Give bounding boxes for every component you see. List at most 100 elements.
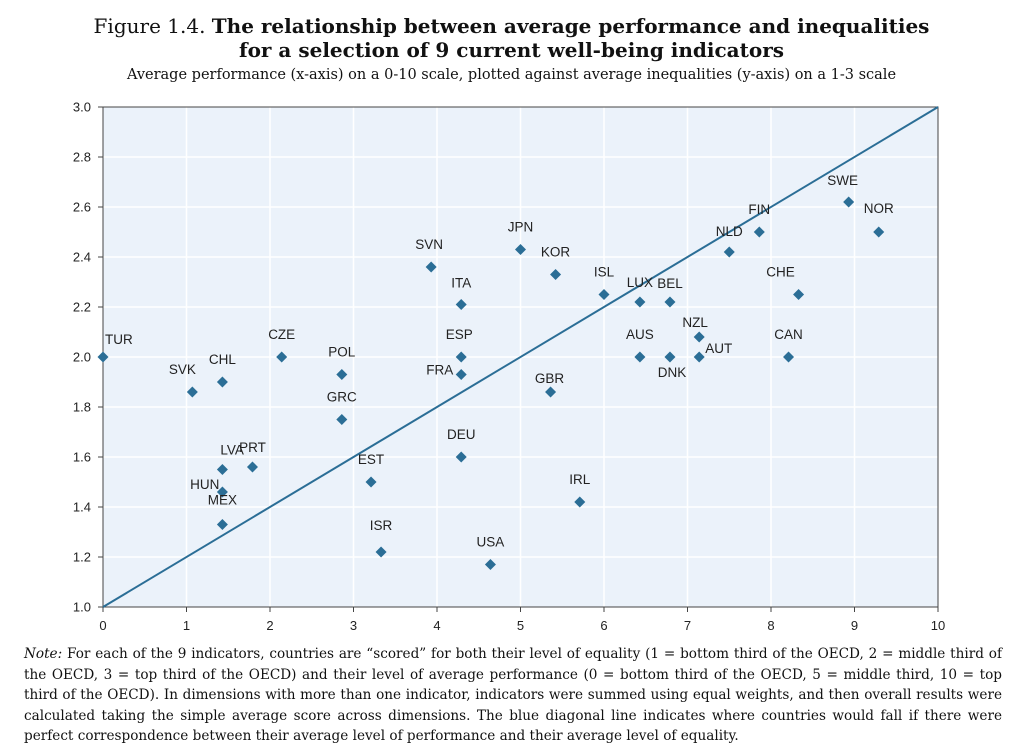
- x-tick-label: 1: [183, 618, 190, 633]
- point-label-bel: BEL: [657, 276, 683, 291]
- x-tick-label: 10: [931, 618, 945, 633]
- x-tick-label: 4: [433, 618, 440, 633]
- y-tick-label: 1.2: [73, 550, 91, 565]
- data-point-usa: [484, 559, 496, 570]
- point-label-lva: LVA: [220, 443, 244, 458]
- point-label-tur: TUR: [105, 332, 133, 347]
- x-tick-label: 7: [684, 618, 691, 633]
- chart-subtitle: Average performance (x-axis) on a 0-10 s…: [126, 67, 897, 83]
- point-label-chl: CHL: [209, 352, 236, 367]
- point-label-isr: ISR: [370, 518, 393, 533]
- y-tick-label: 2.2: [73, 300, 91, 315]
- data-point-fin: [753, 226, 765, 238]
- data-point-aus: [634, 351, 646, 363]
- x-tick-label: 2: [266, 618, 273, 633]
- point-label-nor: NOR: [864, 201, 894, 216]
- point-label-lux: LUX: [627, 275, 653, 290]
- data-point-nor: [873, 226, 885, 238]
- data-point-hun: [216, 486, 228, 498]
- data-point-nzl: [693, 331, 705, 343]
- point-label-svn: SVN: [415, 237, 443, 252]
- figure-label: Figure 1.4.: [93, 14, 206, 38]
- data-point-mex: [216, 519, 228, 530]
- point-label-pol: POL: [328, 345, 356, 360]
- point-label-isl: ISL: [594, 265, 615, 280]
- point-label-fin: FIN: [748, 202, 770, 217]
- point-label-hun: HUN: [190, 477, 219, 492]
- data-point-che: [793, 289, 805, 300]
- point-label-esp: ESP: [446, 327, 473, 342]
- point-label-usa: USA: [477, 535, 505, 550]
- scatter-chart: 1.0 1.2 1.4 1.6 1.8 2.0 2.2 2.4 2.6 2.8 3.0 0 1 2 3 4 5 6…: [73, 100, 945, 634]
- data-point-esp: [455, 351, 467, 363]
- data-point-can: [783, 351, 795, 363]
- point-label-dnk: DNK: [658, 365, 687, 380]
- y-tick-label: 2.8: [73, 150, 91, 165]
- title-line-1: Figure 1.4. The relationship between ave…: [0, 14, 1023, 38]
- point-label-can: CAN: [774, 327, 803, 342]
- y-tick-label: 1.8: [73, 400, 91, 415]
- data-point-jpn: [515, 244, 526, 255]
- data-point-deu: [455, 451, 467, 463]
- point-label-nld: NLD: [716, 224, 743, 239]
- data-point-lva: [216, 464, 228, 475]
- point-label-mex: MEX: [208, 493, 237, 508]
- point-label-irl: IRL: [569, 472, 591, 487]
- data-point-prt: [246, 461, 258, 473]
- title-text-1: The relationship between average perform…: [211, 14, 930, 38]
- y-tick-label: 2.0: [73, 350, 91, 365]
- x-tick-label: 6: [600, 618, 607, 633]
- point-label-deu: DEU: [447, 427, 476, 442]
- data-point-est: [365, 476, 377, 488]
- data-point-isr: [375, 546, 387, 558]
- x-tick-label: 9: [851, 618, 858, 633]
- y-tick-label: 3.0: [73, 100, 91, 115]
- note-text: For each of the 9 indicators, countries …: [24, 646, 1002, 744]
- point-label-est: EST: [358, 452, 384, 467]
- point-label-svk: SVK: [169, 362, 196, 377]
- point-label-aut: AUT: [705, 341, 732, 356]
- data-point-dnk: [664, 351, 676, 363]
- point-label-fra: FRA: [426, 363, 453, 378]
- point-label-cze: CZE: [268, 327, 295, 342]
- reference-line-group: [102, 106, 939, 608]
- axes: 1.0 1.2 1.4 1.6 1.8 2.0 2.2 2.4 2.6 2.8 3.0 0 1 2 3 4 5 6…: [73, 100, 945, 634]
- x-tick-label: 0: [99, 618, 106, 633]
- title-line-2: for a selection of 9 current well-being …: [238, 38, 785, 62]
- data-point-ita: [455, 299, 467, 310]
- point-label-aus: AUS: [626, 327, 654, 342]
- data-point-chl: [216, 376, 228, 388]
- point-label-kor: KOR: [541, 245, 571, 260]
- data-point-cze: [276, 351, 288, 363]
- x-tick-label: 3: [350, 618, 357, 633]
- data-point-lux: [634, 296, 646, 308]
- data-point-svn: [425, 261, 437, 273]
- data-point-tur: [97, 351, 109, 363]
- y-tick-label: 1.0: [73, 600, 91, 615]
- point-label-swe: SWE: [827, 173, 858, 188]
- data-point-kor: [550, 269, 562, 280]
- chart-note: Note: For each of the 9 indicators, coun…: [24, 644, 1002, 747]
- point-label-ita: ITA: [451, 276, 471, 291]
- data-point-grc: [336, 414, 348, 425]
- data-point-fra: [455, 369, 467, 380]
- y-tick-label: 1.4: [73, 500, 91, 515]
- data-point-pol: [336, 369, 348, 380]
- chart-title: Figure 1.4. The relationship between ave…: [0, 14, 1023, 62]
- y-tick-label: 1.6: [73, 450, 91, 465]
- point-label-grc: GRC: [327, 390, 357, 405]
- y-tick-label: 2.6: [73, 200, 91, 215]
- data-point-svk: [186, 386, 198, 398]
- x-tick-label: 5: [517, 618, 524, 633]
- data-point-swe: [843, 196, 855, 208]
- point-label-che: CHE: [766, 265, 795, 280]
- point-label-prt: PRT: [239, 440, 266, 455]
- point-label-jpn: JPN: [508, 220, 534, 235]
- data-point-gbr: [545, 386, 557, 398]
- point-label-nzl: NZL: [682, 315, 708, 330]
- grid-lines: [103, 107, 938, 607]
- note-label: Note:: [24, 646, 63, 662]
- data-point-irl: [574, 496, 586, 508]
- point-label-gbr: GBR: [535, 371, 565, 386]
